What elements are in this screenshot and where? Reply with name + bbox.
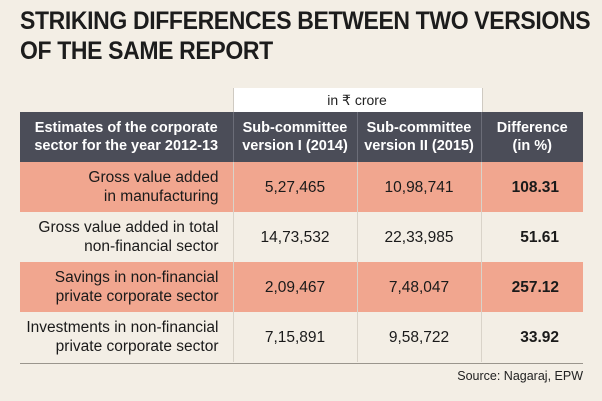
version-2-value: 10,98,741 xyxy=(357,162,482,212)
row-label-line-2: private corporate sector xyxy=(55,338,219,355)
header-difference-line-2: (in %) xyxy=(512,138,552,154)
row-label: Gross value added in manufacturing xyxy=(20,162,234,212)
header-version-1: Sub-committee version I (2014) xyxy=(233,112,358,162)
version-2-value: 7,48,047 xyxy=(357,262,482,312)
table-row: Investments in non-financial private cor… xyxy=(20,312,583,362)
header-version-1-line-2: version I (2014) xyxy=(242,138,348,154)
version-2-value: 9,58,722 xyxy=(357,312,482,362)
header-version-2: Sub-committee version II (2015) xyxy=(357,112,482,162)
table-row: Gross value added in total non-financial… xyxy=(20,212,583,262)
version-1-value: 14,73,532 xyxy=(233,212,358,262)
difference-value: 257.12 xyxy=(481,262,583,312)
unit-box xyxy=(233,88,483,112)
row-label-line-2: in manufacturing xyxy=(103,188,219,205)
source-credit: Source: Nagaraj, EPW xyxy=(457,369,583,383)
title-line-2: OF THE SAME REPORT xyxy=(20,37,273,65)
difference-value: 33.92 xyxy=(481,312,583,362)
header-difference: Difference (in %) xyxy=(481,112,583,162)
row-label: Savings in non-financial private corpora… xyxy=(20,262,234,312)
header-row: Estimates of the corporate sector for th… xyxy=(20,112,583,162)
data-table: Estimates of the corporate sector for th… xyxy=(20,112,583,362)
row-label-line-1: Gross value added xyxy=(88,169,219,186)
version-2-value: 22,33,985 xyxy=(357,212,482,262)
header-version-2-line-1: Sub-committee xyxy=(366,120,472,136)
header-estimates: Estimates of the corporate sector for th… xyxy=(20,112,234,162)
chart-title: STRIKING DIFFERENCES BETWEEN TWO VERSION… xyxy=(20,6,591,66)
table-row: Savings in non-financial private corpora… xyxy=(20,262,583,312)
header-estimates-line-2: sector for the year 2012-13 xyxy=(34,138,219,154)
version-1-value: 7,15,891 xyxy=(233,312,358,362)
footer-divider xyxy=(20,363,583,364)
header-version-2-line-2: version II (2015) xyxy=(364,138,474,154)
difference-value: 51.61 xyxy=(481,212,583,262)
row-label: Investments in non-financial private cor… xyxy=(20,312,234,362)
row-label-line-1: Investments in non-financial xyxy=(26,319,219,336)
version-1-value: 5,27,465 xyxy=(233,162,358,212)
version-1-value: 2,09,467 xyxy=(233,262,358,312)
row-label-line-2: private corporate sector xyxy=(55,288,219,305)
row-label-line-2: non-financial sector xyxy=(84,238,219,255)
title-line-1: STRIKING DIFFERENCES BETWEEN TWO VERSION… xyxy=(20,7,591,35)
unit-label: in ₹ crore xyxy=(327,92,387,108)
header-difference-line-1: Difference xyxy=(496,120,568,136)
row-label-line-1: Savings in non-financial xyxy=(54,269,219,286)
header-estimates-line-1: Estimates of the corporate xyxy=(34,120,218,136)
header-version-1-line-1: Sub-committee xyxy=(242,120,348,136)
difference-value: 108.31 xyxy=(481,162,583,212)
row-label: Gross value added in total non-financial… xyxy=(20,212,234,262)
row-label-line-1: Gross value added in total xyxy=(38,219,219,236)
table-row: Gross value added in manufacturing 5,27,… xyxy=(20,162,583,212)
